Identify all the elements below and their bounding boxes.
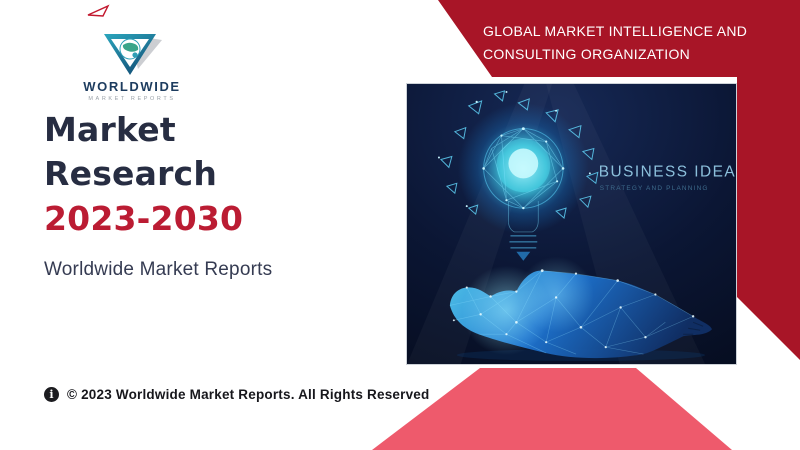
info-icon: i [44, 387, 59, 402]
hero-years: 2023-2030 [44, 199, 244, 238]
sparkle-dots [437, 90, 591, 210]
globe-triangle-logo-icon [104, 34, 162, 75]
hero-title-line2: Research [44, 154, 218, 193]
caption: BUSINESS IDEA STRATEGY AND PLANNING [599, 163, 736, 192]
logo-accent-icon [87, 4, 110, 17]
caption-subtitle: STRATEGY AND PLANNING [600, 185, 709, 192]
ribbon: GLOBAL MARKET INTELLIGENCE AND CONSULTIN… [483, 20, 747, 65]
floating-triangles [439, 90, 599, 219]
pink-triangle-shape [372, 368, 732, 450]
ribbon-line2: CONSULTING ORGANIZATION [483, 45, 691, 62]
footer: i © 2023 Worldwide Market Reports. All R… [44, 387, 429, 402]
red-ribbon-shape [438, 0, 800, 360]
hero-subtitle: Worldwide Market Reports [44, 259, 273, 280]
logo: WORLDWIDE MARKET REPORTS [72, 2, 192, 102]
bulb-hand-graphic: BUSINESS IDEA STRATEGY AND PLANNING [407, 84, 736, 364]
logo-subtitle: MARKET REPORTS [88, 96, 176, 102]
hand-graphic [449, 256, 712, 362]
hero-title-line1: Market [44, 110, 176, 149]
copyright-text: © 2023 Worldwide Market Reports. All Rig… [67, 387, 430, 402]
ribbon-line1: GLOBAL MARKET INTELLIGENCE AND [483, 23, 748, 39]
artwork-image: BUSINESS IDEA STRATEGY AND PLANNING [406, 83, 737, 365]
caption-title: BUSINESS IDEA [599, 163, 736, 180]
hero-block: Market Research 2023-2030 Worldwide Mark… [44, 108, 272, 281]
logo-title: WORLDWIDE [83, 79, 181, 94]
